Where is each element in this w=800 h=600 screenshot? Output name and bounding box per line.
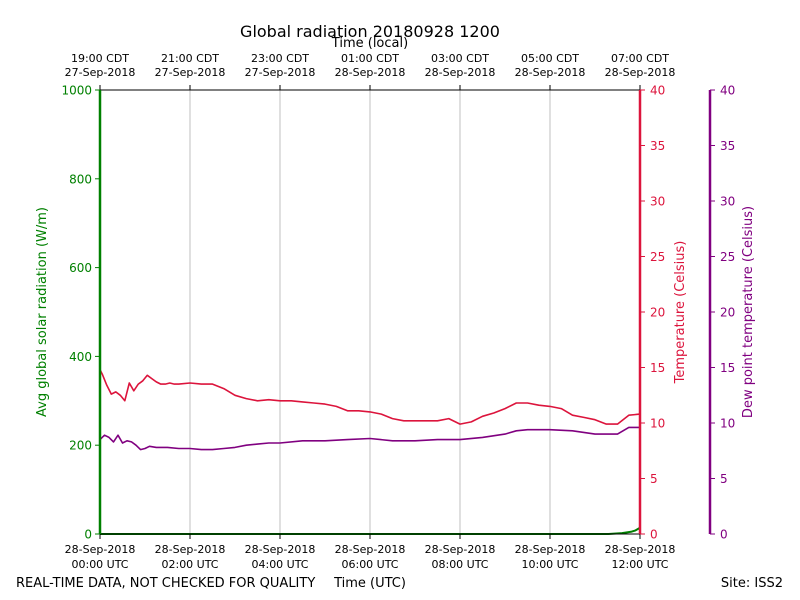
bottom-tick-label-time: 10:00 UTC	[521, 558, 578, 571]
temperature-tick-label: 30	[650, 195, 665, 209]
bottom-tick-label-time: 06:00 UTC	[341, 558, 398, 571]
temperature-tick-label: 15	[650, 361, 665, 375]
dewpoint-tick-label: 40	[720, 84, 735, 98]
radiation-tick-label: 800	[69, 172, 92, 186]
temperature-tick-label: 10	[650, 417, 665, 431]
series-line-temperature	[99, 369, 641, 425]
bottom-tick-label-date: 28-Sep-2018	[425, 543, 496, 556]
dewpoint-tick-label: 35	[720, 139, 735, 153]
x-axis-ticks: 28-Sep-2018 00:00 UTC 28-Sep-2018 02:00 UTC…	[65, 52, 676, 571]
dewpoint-tick-label: 15	[720, 361, 735, 375]
bottom-tick-label-date: 28-Sep-2018	[515, 543, 586, 556]
grid-lines	[189, 90, 551, 534]
bottom-tick-label-date: 28-Sep-2018	[335, 543, 406, 556]
top-tick-label-time: 03:00 CDT	[431, 52, 489, 65]
dewpoint-tick-label: 10	[720, 417, 735, 431]
dewpoint-tick-label: 5	[720, 472, 728, 486]
bottom-tick-label-date: 28-Sep-2018	[155, 543, 226, 556]
top-tick-label-date: 28-Sep-2018	[425, 66, 496, 79]
top-tick-label-date: 27-Sep-2018	[245, 66, 316, 79]
quality-notice: REAL-TIME DATA, NOT CHECKED FOR QUALITY	[16, 576, 315, 591]
radiation-tick-label: 400	[69, 350, 92, 364]
top-axis-title: Time (local)	[331, 36, 408, 51]
top-tick-label-date: 28-Sep-2018	[335, 66, 406, 79]
radiation-tick-label: 0	[84, 528, 92, 542]
top-tick-label-date: 28-Sep-2018	[515, 66, 586, 79]
temperature-tick-label: 40	[650, 84, 665, 98]
dewpoint-tick-label: 20	[720, 306, 735, 320]
bottom-tick-label-date: 28-Sep-2018	[65, 543, 136, 556]
top-tick-label-time: 07:00 CDT	[611, 52, 669, 65]
bottom-tick-label-time: 04:00 UTC	[251, 558, 308, 571]
bottom-tick-label-date: 28-Sep-2018	[605, 543, 676, 556]
top-tick-label-time: 19:00 CDT	[71, 52, 129, 65]
top-tick-label-time: 01:00 CDT	[341, 52, 399, 65]
dewpoint-tick-label: 25	[720, 250, 735, 264]
bottom-tick-label-time: 00:00 UTC	[71, 558, 128, 571]
site-label: Site: ISS2	[721, 576, 783, 591]
chart-title: Global radiation 20180928 1200	[240, 22, 500, 41]
bottom-tick-label-date: 28-Sep-2018	[245, 543, 316, 556]
top-tick-label-date: 27-Sep-2018	[155, 66, 226, 79]
temperature-axis-label: Temperature (Celsius)	[673, 241, 688, 385]
temperature-tick-label: 0	[650, 528, 658, 542]
temperature-tick-label: 25	[650, 250, 665, 264]
bottom-tick-label-time: 12:00 UTC	[611, 558, 668, 571]
temperature-tick-label: 20	[650, 306, 665, 320]
bottom-tick-label-time: 02:00 UTC	[161, 558, 218, 571]
x-axis-label: Time (UTC)	[333, 576, 406, 591]
top-tick-label-date: 28-Sep-2018	[605, 66, 676, 79]
dewpoint-tick-label: 30	[720, 195, 735, 209]
radiation-tick-label: 1000	[61, 84, 92, 98]
series-line-dew-point	[99, 426, 640, 451]
temperature-tick-label: 35	[650, 139, 665, 153]
bottom-tick-label-time: 08:00 UTC	[431, 558, 488, 571]
radiation-axis-label: Avg global solar radiation (W/m)	[35, 207, 50, 417]
temperature-tick-label: 5	[650, 472, 658, 486]
dewpoint-axis-label: Dew point temperature (Celsius)	[741, 206, 756, 418]
radiation-tick-label: 200	[69, 439, 92, 453]
top-tick-label-time: 23:00 CDT	[251, 52, 309, 65]
top-tick-label-time: 05:00 CDT	[521, 52, 579, 65]
top-tick-label-time: 21:00 CDT	[161, 52, 219, 65]
y-axis-ticks: 0200400600800100005101520253035400510152…	[61, 84, 735, 542]
radiation-tick-label: 600	[69, 261, 92, 275]
top-tick-label-date: 27-Sep-2018	[65, 66, 136, 79]
dewpoint-tick-label: 0	[720, 528, 728, 542]
